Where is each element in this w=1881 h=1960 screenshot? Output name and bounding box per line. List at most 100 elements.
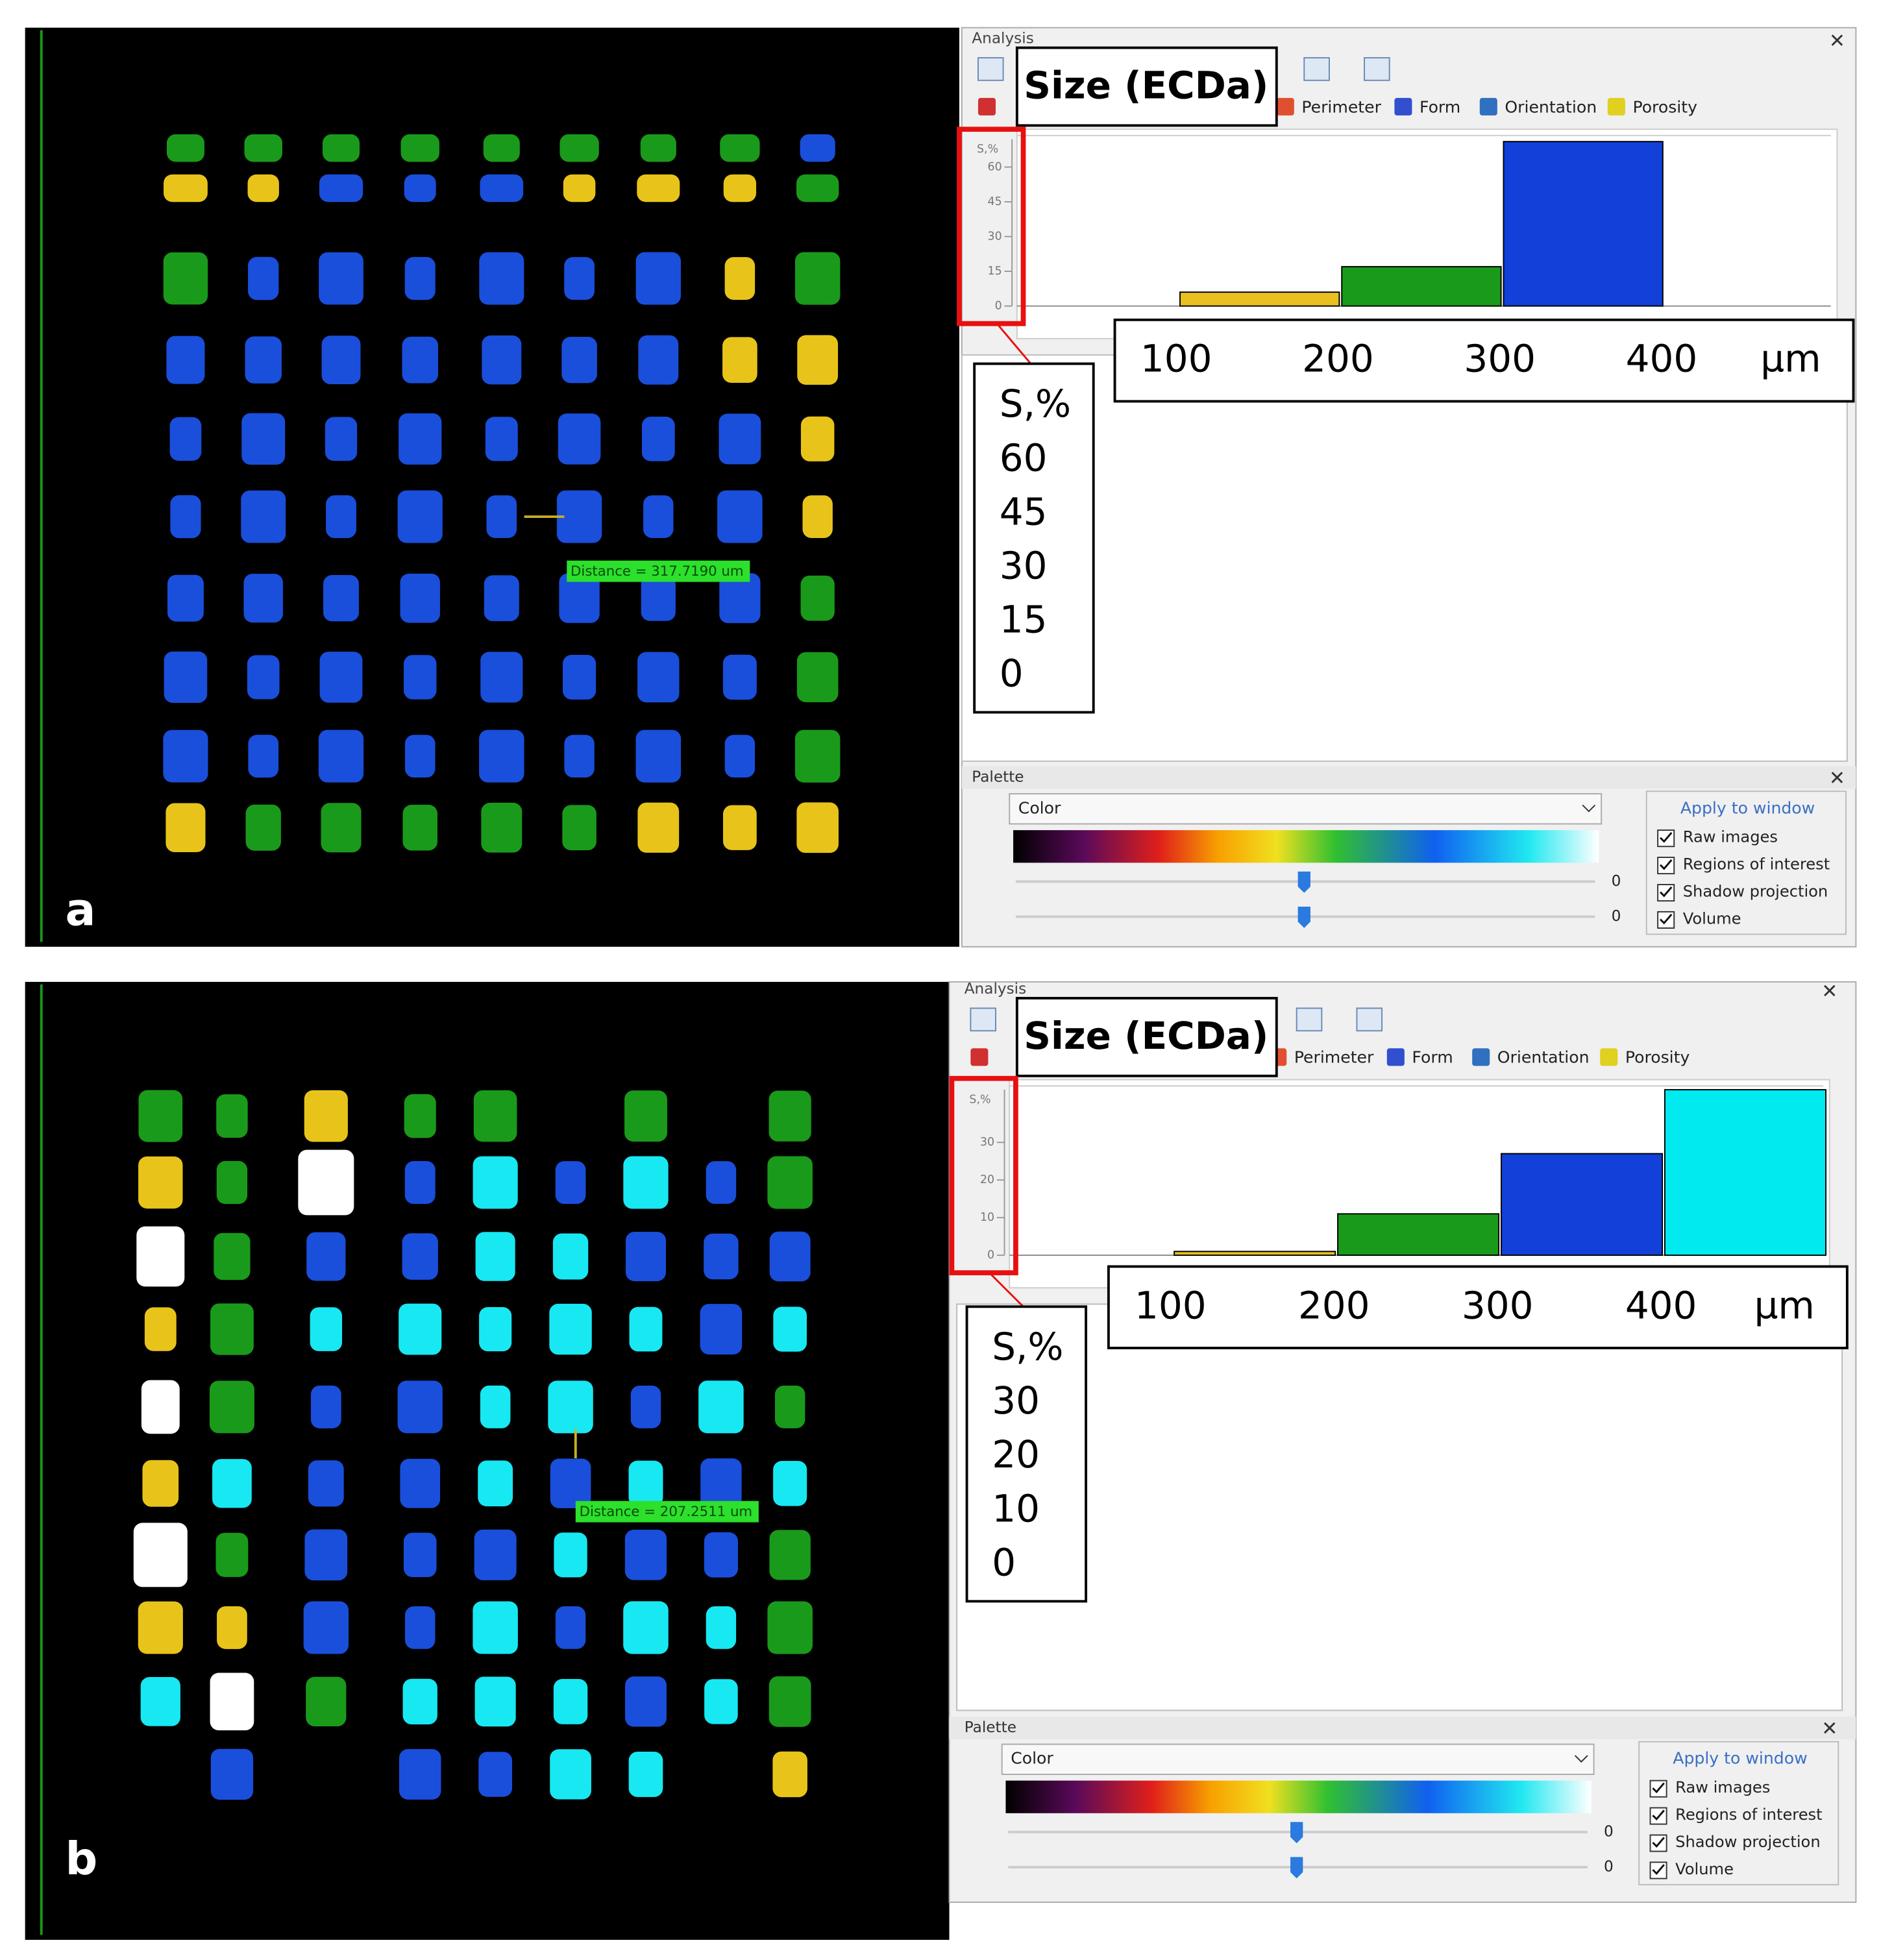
toolbar-icon bbox=[1356, 1007, 1383, 1032]
toolbar-icon bbox=[1303, 57, 1330, 81]
highlight-box bbox=[949, 1075, 1018, 1275]
tick-label-small: 30 bbox=[980, 1136, 994, 1149]
particle bbox=[166, 336, 205, 384]
palette-title: Palette bbox=[972, 768, 1024, 785]
particle bbox=[480, 652, 523, 703]
particle bbox=[402, 1678, 437, 1725]
checkmark bbox=[1652, 1809, 1665, 1821]
toolbar-icon bbox=[1296, 1007, 1323, 1032]
particle bbox=[640, 134, 676, 162]
particle bbox=[630, 1385, 661, 1428]
particle bbox=[700, 1458, 742, 1509]
palette-bar bbox=[949, 1717, 1856, 1739]
particle bbox=[402, 336, 438, 384]
slider-value: 0 bbox=[1612, 907, 1621, 925]
x-callout-tick: 200 bbox=[1302, 337, 1374, 381]
particle bbox=[306, 1232, 346, 1281]
tick-label-small: 20 bbox=[980, 1173, 994, 1186]
particle bbox=[473, 1156, 518, 1209]
axis-label-small: S,% bbox=[977, 143, 998, 156]
particle bbox=[248, 735, 279, 778]
apply-group bbox=[1638, 1741, 1839, 1885]
particle bbox=[486, 495, 517, 539]
particle bbox=[319, 252, 363, 305]
close-icon bbox=[1824, 985, 1836, 997]
particle bbox=[400, 134, 439, 162]
distance-box bbox=[575, 1501, 759, 1523]
toolbar-icon bbox=[970, 1007, 996, 1032]
particle bbox=[723, 805, 757, 850]
x-callout-tick: 200 bbox=[1298, 1283, 1370, 1327]
histogram-bar bbox=[1337, 1213, 1500, 1256]
particle bbox=[140, 1677, 180, 1726]
particle bbox=[402, 805, 437, 851]
y-callout-tick: 30 bbox=[992, 1378, 1040, 1423]
particle bbox=[210, 1672, 254, 1731]
dropdown bbox=[1001, 1743, 1595, 1775]
tab-icon bbox=[1276, 97, 1294, 116]
y-callout-tick: 60 bbox=[1000, 435, 1048, 480]
tab-icon bbox=[1479, 97, 1497, 116]
particle bbox=[556, 490, 602, 543]
particle bbox=[635, 729, 682, 783]
particle bbox=[404, 735, 436, 778]
histogram-bar bbox=[1664, 1089, 1826, 1256]
particle bbox=[163, 729, 208, 783]
slider-thumb bbox=[1297, 871, 1310, 893]
particle bbox=[166, 803, 206, 853]
particle bbox=[549, 1303, 592, 1355]
particle bbox=[210, 1748, 254, 1800]
particle bbox=[700, 1304, 743, 1355]
particle bbox=[481, 802, 522, 853]
tab-label: Orientation bbox=[1505, 97, 1597, 116]
particle bbox=[723, 174, 757, 202]
tab-icon bbox=[1600, 1048, 1618, 1066]
particle bbox=[170, 495, 201, 539]
particle bbox=[403, 1532, 437, 1578]
particle bbox=[550, 1458, 591, 1508]
dropdown-value: Color bbox=[1018, 798, 1061, 817]
particle bbox=[479, 1306, 512, 1352]
particle bbox=[629, 1306, 663, 1352]
tick-label-small: 0 bbox=[987, 1249, 994, 1262]
particle bbox=[404, 256, 436, 300]
checkbox[interactable] bbox=[1649, 1834, 1667, 1852]
particle bbox=[722, 654, 757, 700]
particle bbox=[323, 134, 360, 162]
x-callout-tick: 400 bbox=[1626, 337, 1698, 381]
particle bbox=[564, 257, 595, 300]
particle bbox=[484, 575, 519, 622]
particle bbox=[298, 1149, 354, 1216]
palette-title: Palette bbox=[965, 1719, 1016, 1736]
tab-label: Form bbox=[1420, 97, 1460, 116]
callout-box bbox=[1015, 997, 1278, 1077]
particle bbox=[555, 1606, 586, 1649]
checkbox-label: Shadow projection bbox=[1675, 1833, 1821, 1851]
checkbox-label: Raw images bbox=[1675, 1778, 1770, 1796]
particle bbox=[209, 1380, 254, 1434]
particle bbox=[698, 1380, 744, 1434]
tab-label: Porosity bbox=[1632, 97, 1697, 116]
particle bbox=[802, 495, 833, 538]
particle bbox=[214, 1232, 251, 1280]
particle bbox=[555, 1161, 586, 1204]
particle bbox=[308, 1460, 344, 1507]
particle bbox=[768, 1676, 811, 1727]
particle bbox=[769, 1231, 811, 1282]
particle bbox=[717, 490, 763, 543]
histogram-bar bbox=[1501, 1153, 1664, 1256]
particle bbox=[559, 134, 599, 162]
checkbox-label: Volume bbox=[1675, 1860, 1734, 1878]
tab-label: Orientation bbox=[1497, 1048, 1590, 1067]
particle bbox=[796, 652, 839, 702]
particle bbox=[319, 652, 363, 703]
callout-title: Size (ECDa) bbox=[1024, 1014, 1268, 1058]
slider-value: 0 bbox=[1604, 1822, 1614, 1840]
histogram-area bbox=[1016, 129, 1838, 339]
panel-label: b bbox=[65, 1833, 97, 1885]
histogram-bar bbox=[1341, 265, 1502, 307]
tick-label-small: 0 bbox=[995, 300, 1002, 313]
x-callout-box bbox=[1113, 318, 1855, 403]
